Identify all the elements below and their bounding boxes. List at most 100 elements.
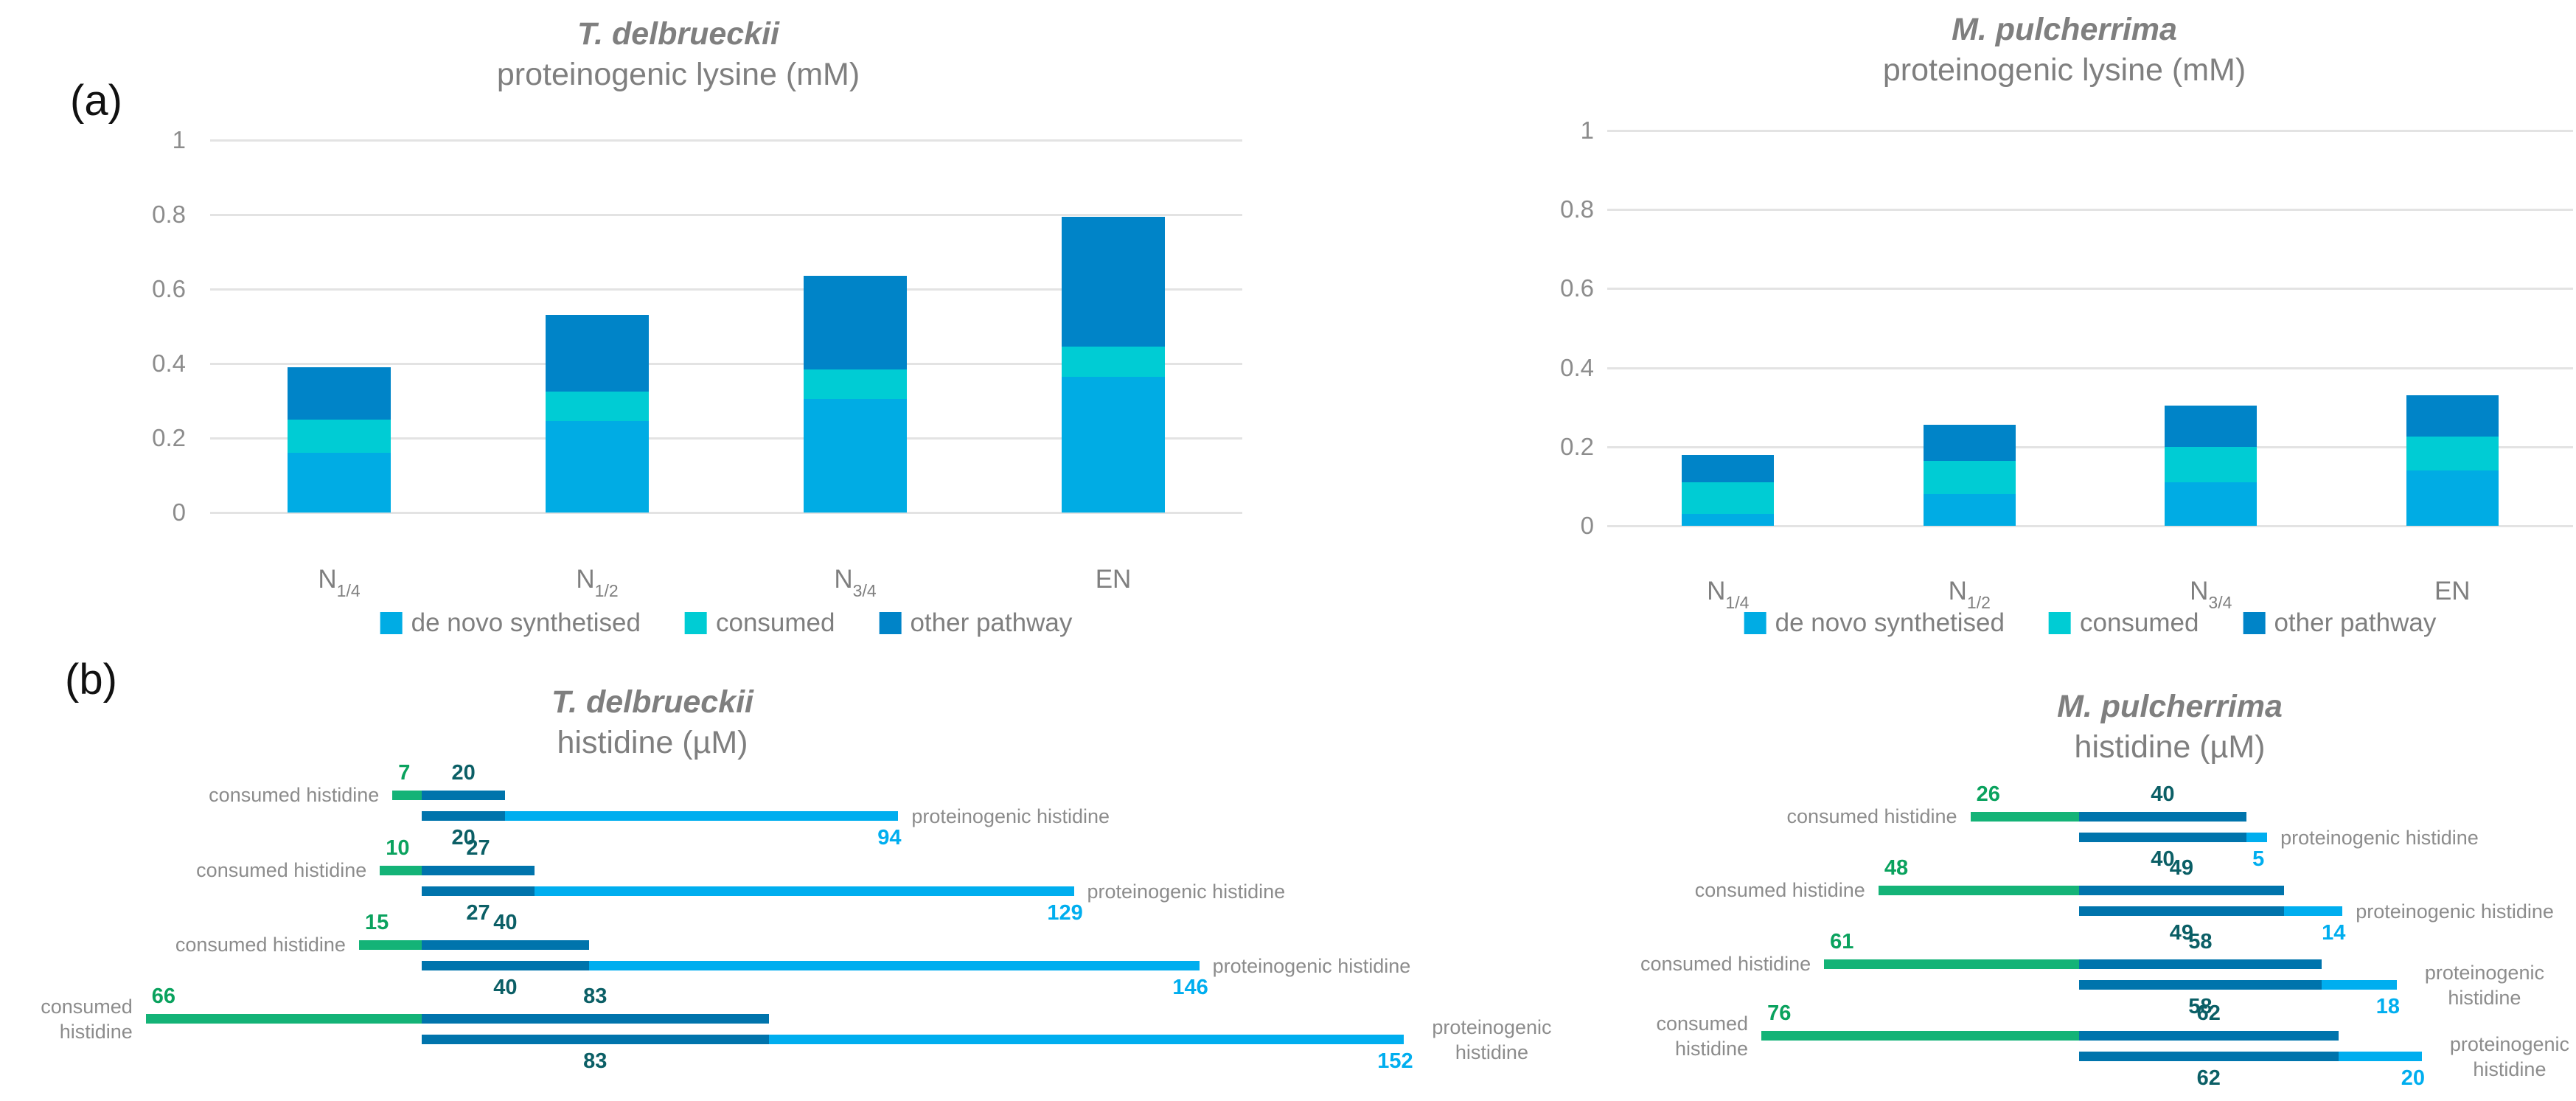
bar-segment-mp_lysine-N1/4-consumed_cyan [1682,482,1775,514]
consumed-histidine-label: consumed histidine [1694,879,1865,901]
consumed-histidine-label: consumed histidine [41,996,133,1043]
proteinogenic-histidine-label: proteinogenic histidine [2280,827,2479,849]
final-value-label: 5 [2252,847,2265,871]
y-tick-label: 0.4 [1560,353,1594,381]
bar-segment-mp_lysine-EN-consumed_cyan [2406,437,2499,470]
gridline [210,139,1242,142]
chart-title-species: T. delbrueckii [577,16,779,52]
chart-title-species: T. delbrueckii [551,684,753,720]
x-category-base: N [1707,577,1726,605]
gridline [1607,209,2573,212]
y-tick-label: 1 [172,126,186,153]
initial-value-label: 40 [2151,847,2175,871]
bar-segment-mp_lysine-EN-de_novo [2406,470,2499,526]
initial-value-label: 20 [451,826,476,850]
chart-title-td-histidine: T. delbrueckii histidine (µM) [551,681,753,763]
bar-segment-td_lysine-EN-other_pathway [1062,216,1165,347]
initial-proteinogenic-bar [2079,833,2246,842]
gridline [1607,288,2573,291]
consumed-value-label: 61 [1830,930,1854,954]
initial-value-label: 58 [2188,995,2213,1018]
consumed-bar [380,866,422,875]
initial-proteinogenic-bar [422,811,506,821]
y-tick-label: 0.6 [152,275,186,302]
final-value-label: 14 [2322,921,2346,945]
bar-segment-td_lysine-EN-consumed_cyan [1062,347,1165,377]
consumed-value-label: 15 [364,911,389,934]
initial-value-label: 83 [583,1049,608,1073]
consumed-histidine-label: consumed histidine [209,784,380,806]
x-category-base: N [318,565,337,594]
gridline [210,363,1242,365]
x-category-label: N1/4 [1707,577,1749,612]
legend-label: de novo synthetised [411,608,641,637]
consumed-value-label: 7 [398,761,411,785]
bar-segment-td_lysine-N1/4-de_novo [288,453,391,513]
initial-proteinogenic-bar [2079,1052,2339,1061]
chart-title-measure: proteinogenic lysine (mM) [496,57,860,92]
x-category-subscript: 1/2 [1966,593,1991,612]
gridline [210,214,1242,216]
gridline [1607,525,2573,527]
consumed-histidine-label: consumed histidine [1640,953,1811,975]
panel-label-b: (b) [65,656,117,704]
bar-segment-td_lysine-N1/4-other_pathway [288,367,391,420]
x-category-label: N3/4 [834,565,877,600]
chart-title-measure: histidine (µM) [2074,729,2266,765]
y-tick-label: 0 [172,499,186,526]
gridline [210,512,1242,514]
bar-segment-td_lysine-N3/4-other_pathway [804,276,907,369]
initial-value-label: 40 [493,976,518,999]
initial-proteinogenic-bar [422,886,535,896]
bar-segment-td_lysine-EN-de_novo [1062,376,1165,513]
consumed-bar [145,1014,422,1024]
chart-title-mp-lysine: M. pulcherrima proteinogenic lysine (mM) [1883,9,2246,90]
initial-value-label: 62 [2196,1066,2221,1090]
panel-label-a: (a) [70,77,122,125]
x-category-label: N3/4 [2190,577,2232,612]
x-category-subscript: 3/4 [852,581,877,600]
consumed-value-label: 76 [1767,1001,1792,1025]
consumed-value-label: 48 [1884,856,1909,880]
final-proteinogenic-bar [588,961,1200,970]
proteinogenic-histidine-label: proteinogenic histidine [911,805,1110,827]
consumed-bar [1970,812,2079,822]
bar-segment-mp_lysine-N3/4-other_pathway [2165,405,2258,447]
initial-proteinogenic-bar [2079,812,2246,822]
consumed-value-label: 66 [151,984,176,1008]
y-tick-label: 0.8 [152,201,186,228]
initial-proteinogenic-bar [422,866,535,875]
proteinogenic-histidine-label: proteinogenic histidine [1432,1016,1552,1063]
gridline [210,437,1242,440]
legend-td_lysine: de novo synthetised consumed other pathway [380,608,1072,638]
consumed-value-label: 10 [386,836,410,860]
x-category-label: N1/4 [318,565,360,600]
y-tick-label: 0.2 [1560,432,1594,460]
chart-title-species: M. pulcherrima [1952,12,2177,47]
legend-swatch-icon [1744,612,1766,634]
y-tick-label: 0 [1580,512,1594,539]
legend-mp_lysine: de novo synthetised consumed other pathway [1744,608,2436,638]
proteinogenic-histidine-label: proteinogenic histidine [2356,900,2554,923]
chart-title-measure: histidine (µM) [557,725,748,760]
legend-swatch-icon [684,612,707,634]
bar-segment-td_lysine-N1/2-de_novo [546,421,649,513]
bar-segment-mp_lysine-N1/2-de_novo [1923,494,2016,526]
chart-title-species: M. pulcherrima [2057,689,2283,724]
final-value-label: 129 [1047,901,1083,925]
bar-segment-mp_lysine-N1/4-other_pathway [1682,454,1775,483]
bar-segment-mp_lysine-N3/4-consumed_cyan [2165,446,2258,483]
consumed-histidine-label: consumed histidine [1786,805,1957,827]
bar-segment-mp_lysine-N1/4-de_novo [1682,513,1775,526]
initial-value-label: 27 [466,836,490,860]
consumed-histidine-label: consumed histidine [196,859,367,881]
initial-value-label: 40 [493,911,518,934]
initial-proteinogenic-bar [422,940,589,950]
gridline [210,288,1242,291]
final-value-label: 18 [2375,995,2401,1018]
final-proteinogenic-bar [2283,906,2343,916]
initial-proteinogenic-bar [2079,959,2322,969]
final-proteinogenic-bar [2338,1052,2422,1061]
consumed-bar [358,940,422,950]
